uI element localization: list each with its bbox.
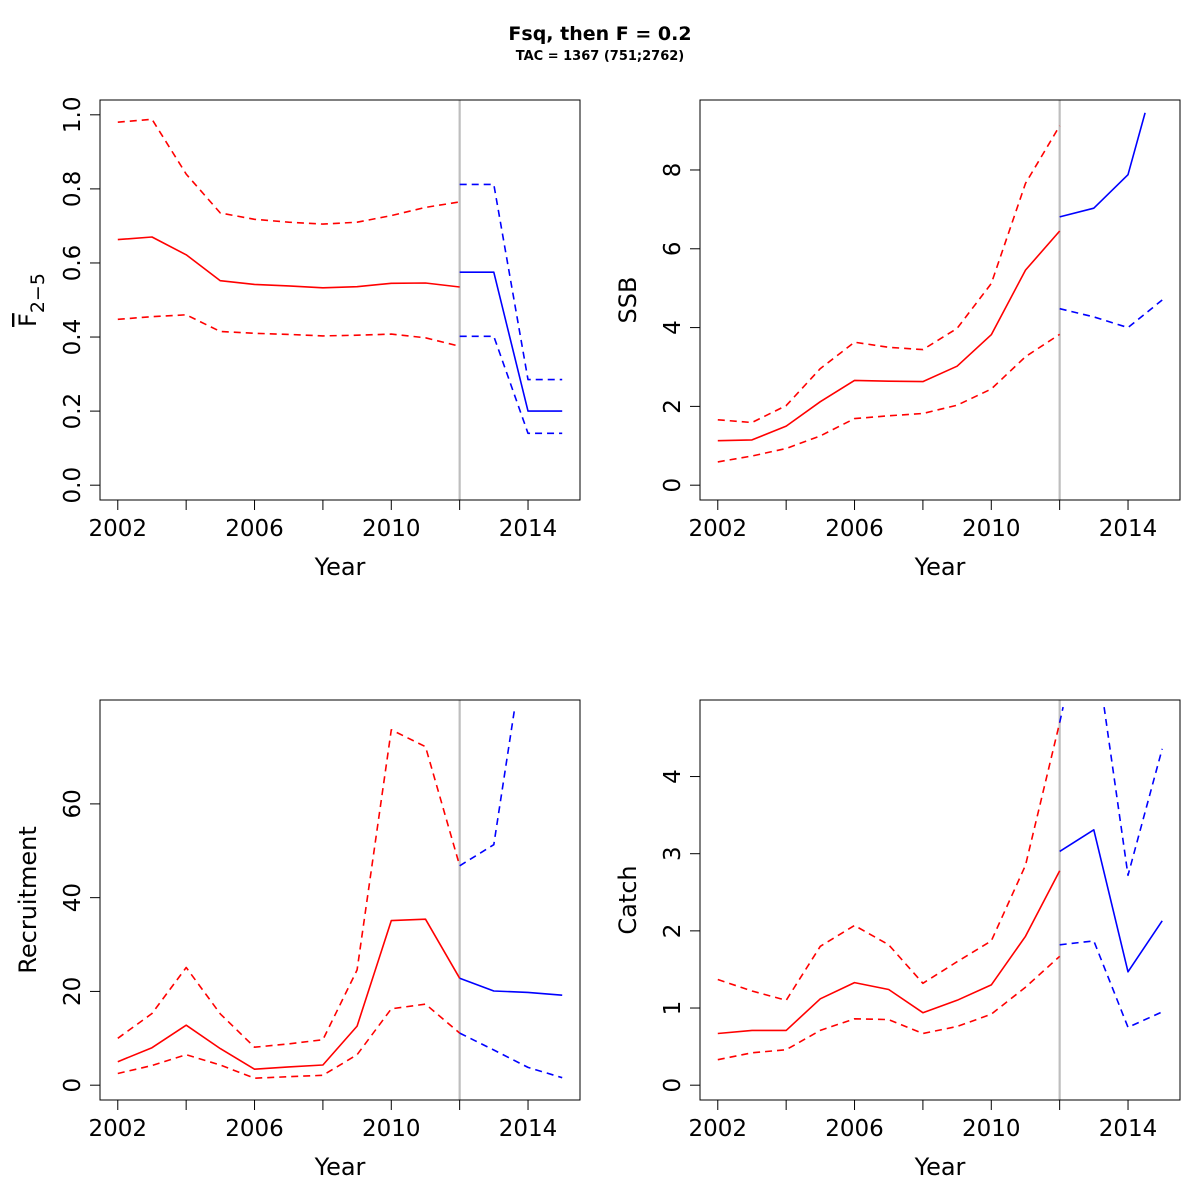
recruitment-series-historic-upper bbox=[117, 728, 461, 1048]
panel-catch: 2002 2006 2010 2014 0 1 2 3 4 Year Catch bbox=[614, 699, 1181, 1181]
ssb-series-historic-lower bbox=[717, 333, 1061, 463]
catch-x-tick-label: 2006 bbox=[825, 1116, 884, 1142]
recruitment-y-tick-label: 0 bbox=[60, 1078, 86, 1093]
ssb-y-tick-label: 8 bbox=[660, 163, 686, 178]
catch-series-historic-estimate bbox=[717, 870, 1061, 1035]
panel-fbar: 2002 2006 2010 2014 0.0 0.2 0.4 0.6 0.8 1.0 Year F2… bbox=[14, 97, 581, 581]
fbar-y-tick-label: 0.4 bbox=[60, 319, 86, 356]
fbar-x-tick-label: 2010 bbox=[362, 516, 421, 542]
recruitment-series-forecast-estimate bbox=[459, 977, 563, 996]
fbar-y-axis-label-sub: 2−5 bbox=[27, 273, 49, 313]
recruitment-plot-frame bbox=[99, 699, 581, 1101]
figure-title: Fsq, then F = 0.2 bbox=[508, 23, 691, 45]
catch-x-tick-label: 2002 bbox=[689, 1116, 748, 1142]
fbar-series-historic-estimate bbox=[117, 236, 460, 289]
catch-y-tick-label: 1 bbox=[660, 1001, 686, 1016]
ssb-x-tick-label: 2006 bbox=[825, 516, 884, 542]
fbar-y-tick-label: 0.6 bbox=[60, 245, 86, 282]
fbar-series-forecast-lower bbox=[459, 335, 563, 435]
recruitment-y-axis-label: Recruitment bbox=[14, 826, 42, 973]
fbar-series-historic-lower bbox=[117, 313, 460, 348]
fbar-x-tick-label: 2006 bbox=[225, 516, 284, 542]
fbar-series-forecast-upper bbox=[459, 183, 563, 381]
catch-y-tick-label: 2 bbox=[660, 924, 686, 939]
ssb-series-forecast-lower bbox=[1059, 299, 1163, 329]
ssb-x-axis-label: Year bbox=[914, 553, 966, 581]
catch-series-historic-upper bbox=[717, 722, 1061, 1002]
ssb-plot-frame bbox=[699, 99, 1181, 501]
ssb-x-tick-label: 2002 bbox=[689, 516, 748, 542]
panel-recruitment: 2002 2006 2010 2014 0 20 40 60 Year Recruitment bbox=[14, 699, 581, 1181]
recruitment-x-tick-label: 2010 bbox=[362, 1116, 421, 1142]
recruitment-x-tick-label: 2014 bbox=[499, 1116, 558, 1142]
ssb-y-tick-label: 6 bbox=[660, 241, 686, 256]
recruitment-y-tick-label: 60 bbox=[60, 789, 86, 818]
recruitment-x-tick-label: 2006 bbox=[225, 1116, 284, 1142]
catch-series-forecast-estimate bbox=[1059, 828, 1163, 973]
recruitment-series-historic-estimate bbox=[117, 918, 461, 1070]
fbar-y-tick-label: 0.0 bbox=[60, 467, 86, 504]
ssb-y-tick-label: 2 bbox=[660, 399, 686, 414]
fbar-series-historic-upper bbox=[117, 118, 460, 225]
fbar-y-tick-label: 1.0 bbox=[60, 97, 86, 134]
catch-x-tick-label: 2010 bbox=[962, 1116, 1021, 1142]
figure-subtitle: TAC = 1367 (751;2762) bbox=[516, 49, 685, 64]
fbar-plot-frame bbox=[99, 99, 581, 501]
recruitment-series-forecast-lower bbox=[459, 1032, 563, 1079]
catch-y-axis-label: Catch bbox=[614, 865, 642, 934]
ssb-series-historic-upper bbox=[717, 125, 1061, 424]
fbar-x-tick-label: 2002 bbox=[89, 516, 148, 542]
fbar-x-axis-label: Year bbox=[314, 553, 366, 581]
fbar-y-tick-label: 0.2 bbox=[60, 393, 86, 430]
catch-y-tick-label: 0 bbox=[660, 1078, 686, 1093]
fbar-y-tick-label: 0.8 bbox=[60, 171, 86, 208]
ssb-x-tick-label: 2010 bbox=[962, 516, 1021, 542]
catch-x-axis-label: Year bbox=[914, 1153, 966, 1181]
catch-y-tick-label: 3 bbox=[660, 846, 686, 861]
catch-x-tick-label: 2014 bbox=[1099, 1116, 1158, 1142]
catch-series-forecast-upper bbox=[1058, 706, 1064, 723]
fbar-series-forecast-estimate bbox=[459, 271, 563, 412]
catch-series-forecast-lower bbox=[1059, 940, 1163, 1029]
fbar-x-tick-label: 2014 bbox=[499, 516, 558, 542]
catch-plot-frame bbox=[699, 699, 1181, 1101]
ssb-y-tick-label: 0 bbox=[660, 478, 686, 493]
ssb-y-tick-label: 4 bbox=[660, 320, 686, 335]
recruitment-y-tick-label: 40 bbox=[60, 883, 86, 912]
fbar-y-axis-label: F2−5 bbox=[14, 273, 49, 327]
fbar-y-axis-label-main: F bbox=[14, 313, 42, 327]
ssb-series-historic-estimate bbox=[717, 230, 1061, 442]
ssb-x-tick-label: 2014 bbox=[1099, 516, 1158, 542]
catch-series-forecast-upper-return bbox=[1103, 706, 1163, 877]
recruitment-series-forecast-upper bbox=[459, 709, 516, 867]
recruitment-x-axis-label: Year bbox=[314, 1153, 366, 1181]
catch-series-historic-lower bbox=[717, 955, 1061, 1061]
recruitment-y-tick-label: 20 bbox=[60, 977, 86, 1006]
panel-ssb: 2002 2006 2010 2014 0 2 4 6 8 Year SSB bbox=[614, 99, 1181, 581]
catch-y-tick-label: 4 bbox=[660, 769, 686, 784]
recruitment-x-tick-label: 2002 bbox=[89, 1116, 148, 1142]
ssb-series-forecast-estimate bbox=[1059, 112, 1146, 218]
ssb-y-axis-label: SSB bbox=[614, 277, 642, 324]
